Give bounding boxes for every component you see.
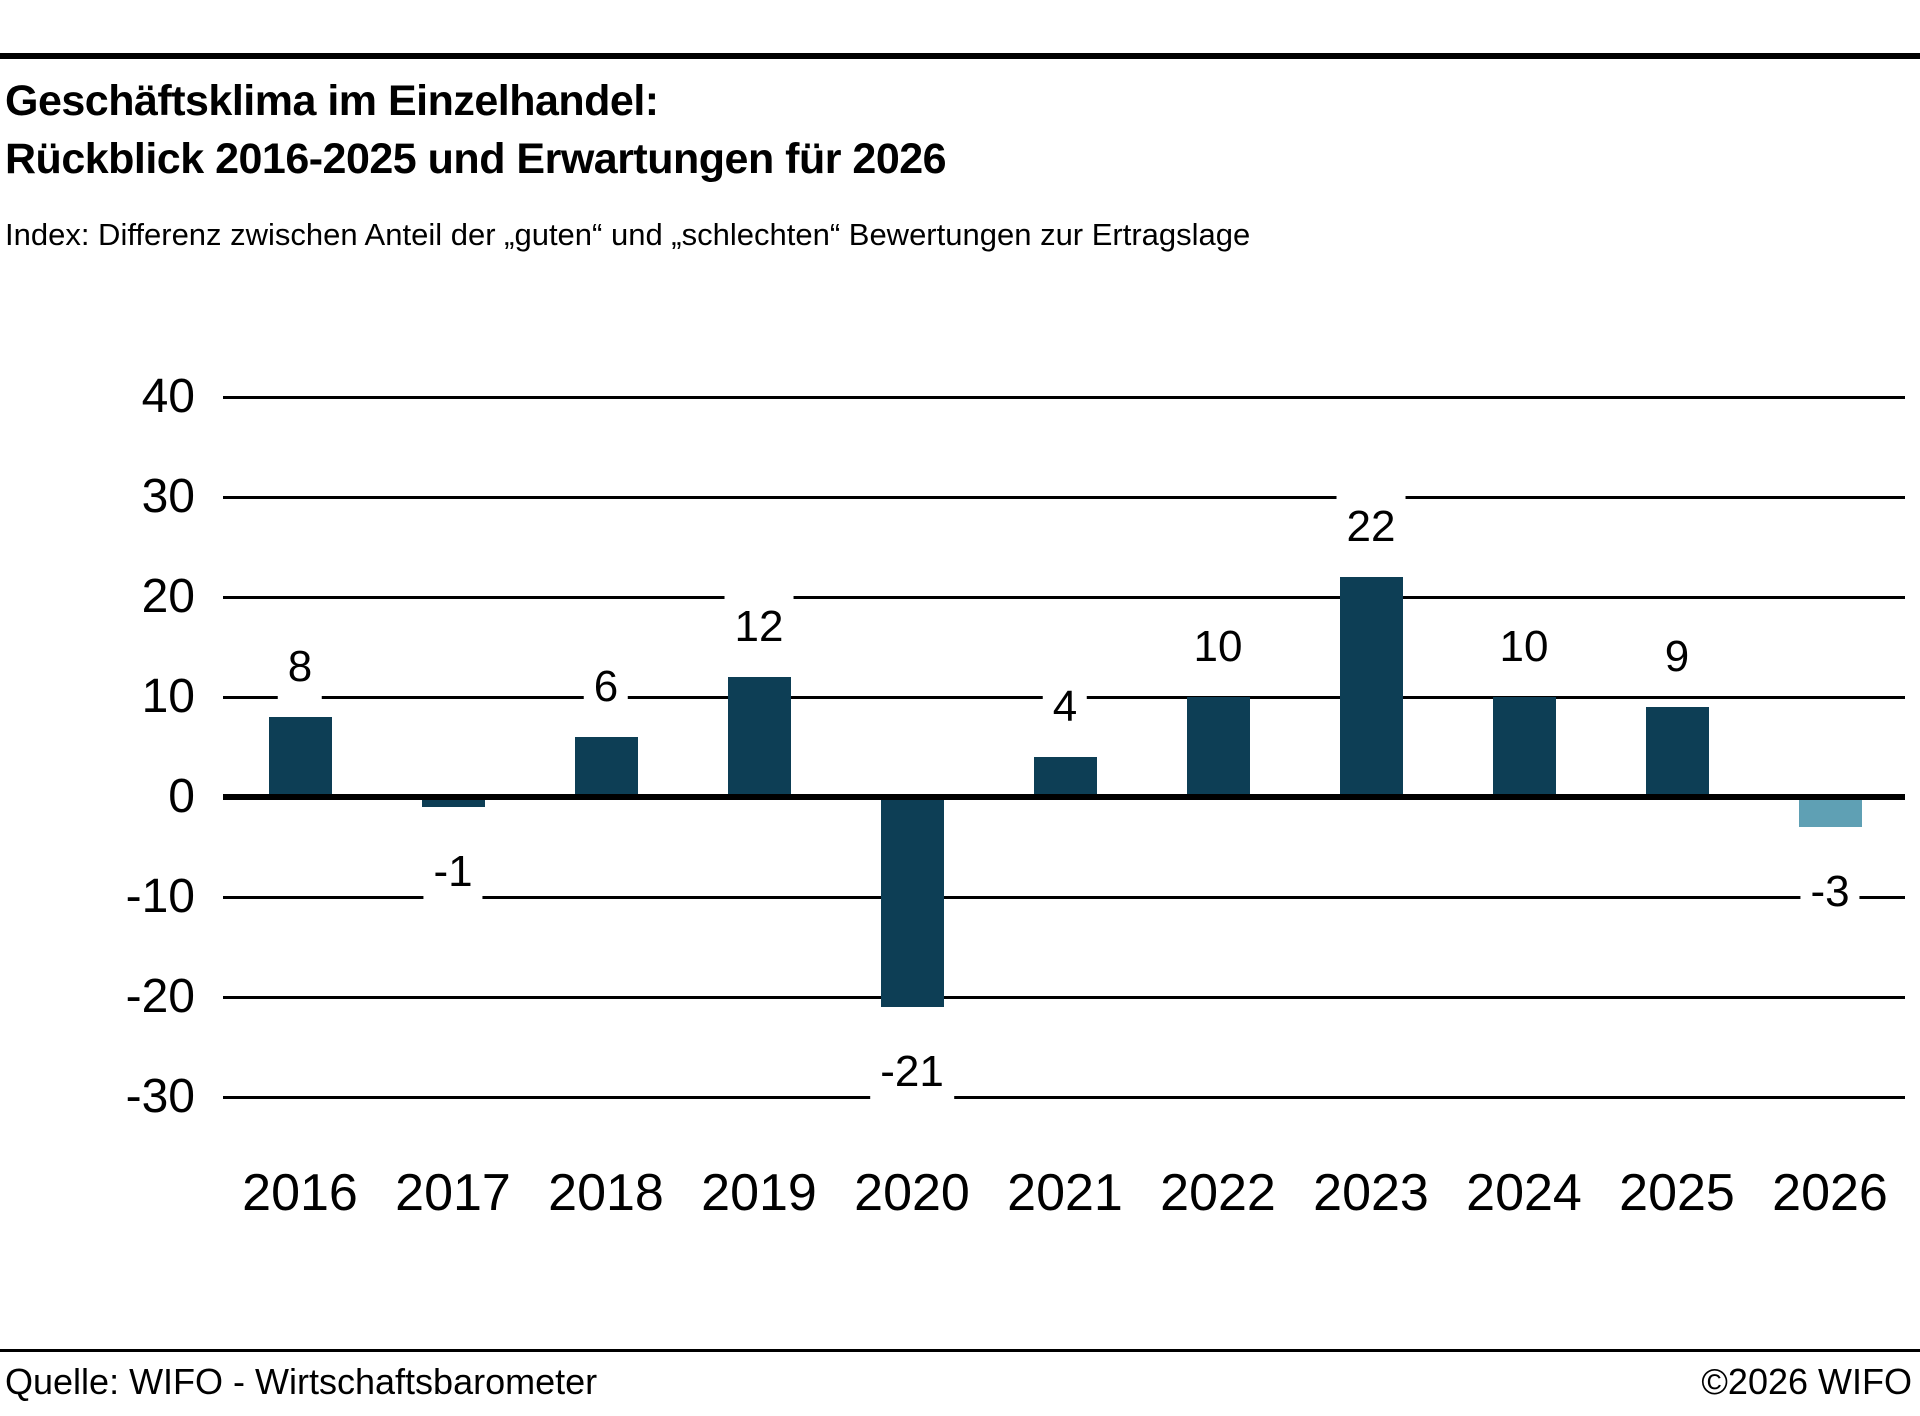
- bar-2020: [880, 797, 944, 1007]
- y-tick-label: 40: [141, 370, 195, 423]
- bar-2022: [1186, 697, 1250, 797]
- x-tick-label-2023: 2023: [1313, 1164, 1429, 1222]
- chart-title: Geschäftsklima im Einzelhandel: Rückblick…: [5, 72, 947, 188]
- gridline-y20: [223, 596, 1905, 599]
- chart-title-line1: Geschäftsklima im Einzelhandel:: [5, 77, 659, 125]
- source-note: Quelle: WIFO - Wirtschaftsbarometer: [5, 1361, 598, 1402]
- footer-divider-rule: [0, 1349, 1920, 1352]
- value-label-2024: 10: [1489, 612, 1559, 682]
- x-tick-label-2017: 2017: [395, 1164, 511, 1222]
- x-tick-label-2024: 2024: [1466, 1164, 1582, 1222]
- value-label-2017: -1: [423, 837, 483, 907]
- bar-2016: [268, 717, 332, 797]
- y-tick-label: -20: [125, 970, 195, 1023]
- copyright-note: ©2026 WIFO: [1701, 1361, 1912, 1402]
- y-tick-label: -30: [125, 1070, 195, 1123]
- value-label-2026: -3: [1800, 857, 1860, 927]
- y-tick-label: 30: [141, 470, 195, 523]
- bar-2017: [421, 797, 485, 807]
- bar-2019: [727, 677, 791, 797]
- gridline-y-20: [223, 996, 1905, 999]
- chart-subtitle: Index: Differenz zwischen Anteil der „gu…: [5, 217, 1251, 252]
- x-tick-label-2022: 2022: [1160, 1164, 1276, 1222]
- x-tick-label-2019: 2019: [701, 1164, 817, 1222]
- x-tick-label-2018: 2018: [548, 1164, 664, 1222]
- value-label-2022: 10: [1183, 612, 1253, 682]
- y-tick-label: 20: [141, 570, 195, 623]
- x-tick-label-2016: 2016: [242, 1164, 358, 1222]
- gridline-y-10: [223, 896, 1905, 899]
- bar-2023: [1339, 577, 1403, 797]
- top-divider-rule: [0, 53, 1920, 59]
- value-label-2019: 12: [724, 592, 794, 662]
- x-tick-label-2025: 2025: [1619, 1164, 1735, 1222]
- gridline-y40: [223, 396, 1905, 399]
- value-label-2021: 4: [1042, 672, 1088, 742]
- zero-axis-line: [223, 794, 1905, 800]
- bar-2021: [1033, 757, 1097, 797]
- value-label-2020: -21: [870, 1037, 954, 1107]
- bar-2025: [1645, 707, 1709, 797]
- chart-title-line2: Rückblick 2016-2025 und Erwartungen für …: [5, 135, 947, 183]
- x-tick-label-2026: 2026: [1772, 1164, 1888, 1222]
- bar-2018: [574, 737, 638, 797]
- bar-2024: [1492, 697, 1556, 797]
- x-tick-label-2020: 2020: [854, 1164, 970, 1222]
- value-label-2025: 9: [1654, 622, 1700, 692]
- gridline-y-30: [223, 1096, 1905, 1099]
- y-tick-label: -10: [125, 870, 195, 923]
- value-label-2023: 22: [1336, 492, 1406, 562]
- value-label-2018: 6: [583, 652, 629, 722]
- y-tick-label: 10: [141, 670, 195, 723]
- gridline-y30: [223, 496, 1905, 499]
- bar-2026: [1798, 797, 1862, 827]
- y-tick-label: 0: [168, 770, 195, 823]
- x-tick-label-2021: 2021: [1007, 1164, 1123, 1222]
- value-label-2016: 8: [277, 632, 323, 702]
